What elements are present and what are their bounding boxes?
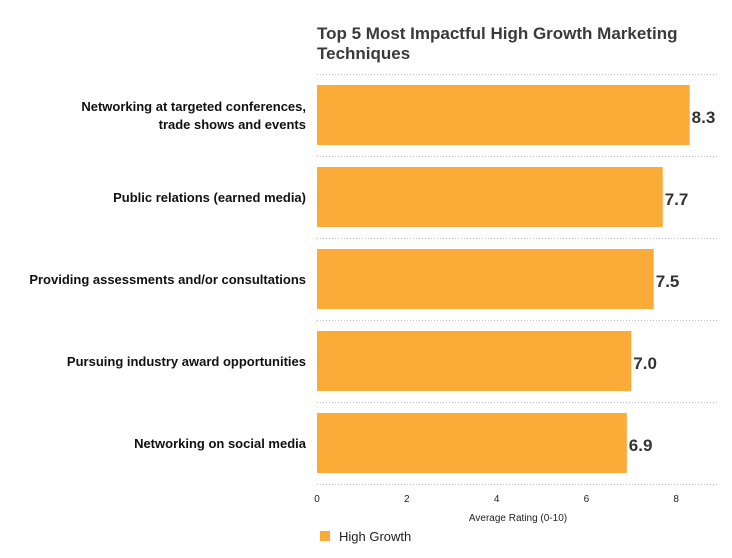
bar — [317, 249, 654, 309]
category-label: Providing assessments and/or consultatio… — [29, 272, 306, 287]
x-axis-title: Average Rating (0-10) — [469, 513, 567, 524]
category-label: Networking at targeted conferences, — [81, 99, 306, 114]
category-label: Pursuing industry award opportunities — [67, 354, 306, 369]
data-label: 7.5 — [656, 272, 680, 291]
legend-swatch — [320, 531, 330, 541]
data-label: 7.0 — [633, 354, 657, 373]
bar — [317, 331, 632, 391]
category-label: trade shows and events — [159, 117, 306, 132]
data-label: 6.9 — [629, 436, 653, 455]
x-tick-label: 8 — [673, 494, 679, 505]
category-label: Networking on social media — [134, 436, 307, 451]
bar — [317, 167, 663, 227]
chart-title: Top 5 Most Impactful High Growth Marketi… — [317, 24, 678, 63]
bar — [317, 85, 690, 145]
x-tick-label: 0 — [314, 494, 320, 505]
x-tick-label: 4 — [494, 494, 500, 505]
data-label: 7.7 — [665, 190, 689, 209]
data-label: 8.3 — [692, 108, 716, 127]
legend-label: High Growth — [339, 529, 411, 544]
x-tick-label: 2 — [404, 494, 410, 505]
category-label: Public relations (earned media) — [113, 190, 306, 205]
bar — [317, 413, 627, 473]
x-tick-label: 6 — [584, 494, 590, 505]
